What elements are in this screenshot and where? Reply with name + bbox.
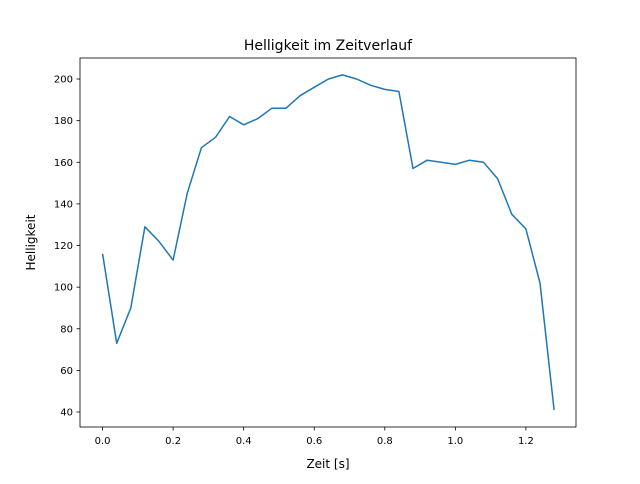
- x-tick-label: 1.0: [447, 436, 463, 447]
- y-tick-label: 160: [54, 158, 73, 169]
- y-tick-label: 100: [54, 283, 73, 294]
- x-tick-label: 0.2: [165, 436, 181, 447]
- x-tick-label: 0.8: [377, 436, 393, 447]
- x-axis-label: Zeit [s]: [306, 457, 349, 471]
- x-tick-label: 0.0: [95, 436, 111, 447]
- x-tick-label: 0.6: [306, 436, 322, 447]
- y-axis: 40 60 80 100 120 140 160 180 200: [54, 75, 80, 419]
- y-tick-label: 180: [54, 116, 73, 127]
- y-axis-label: Helligkeit: [24, 214, 38, 270]
- chart-title: Helligkeit im Zeitverlauf: [244, 38, 413, 54]
- y-tick-label: 40: [60, 408, 73, 419]
- y-tick-label: 80: [60, 324, 73, 335]
- y-tick-label: 60: [60, 366, 73, 377]
- y-tick-label: 120: [54, 241, 73, 252]
- y-tick-label: 140: [54, 199, 73, 210]
- x-tick-label: 1.2: [518, 436, 534, 447]
- x-tick-label: 0.4: [236, 436, 252, 447]
- series-line-helligkeit: [103, 75, 554, 410]
- y-tick-label: 200: [54, 75, 73, 86]
- axes-frame: [80, 58, 576, 427]
- x-axis: 0.0 0.2 0.4 0.6 0.8 1.0 1.2: [95, 427, 534, 447]
- series-group: [102, 75, 554, 410]
